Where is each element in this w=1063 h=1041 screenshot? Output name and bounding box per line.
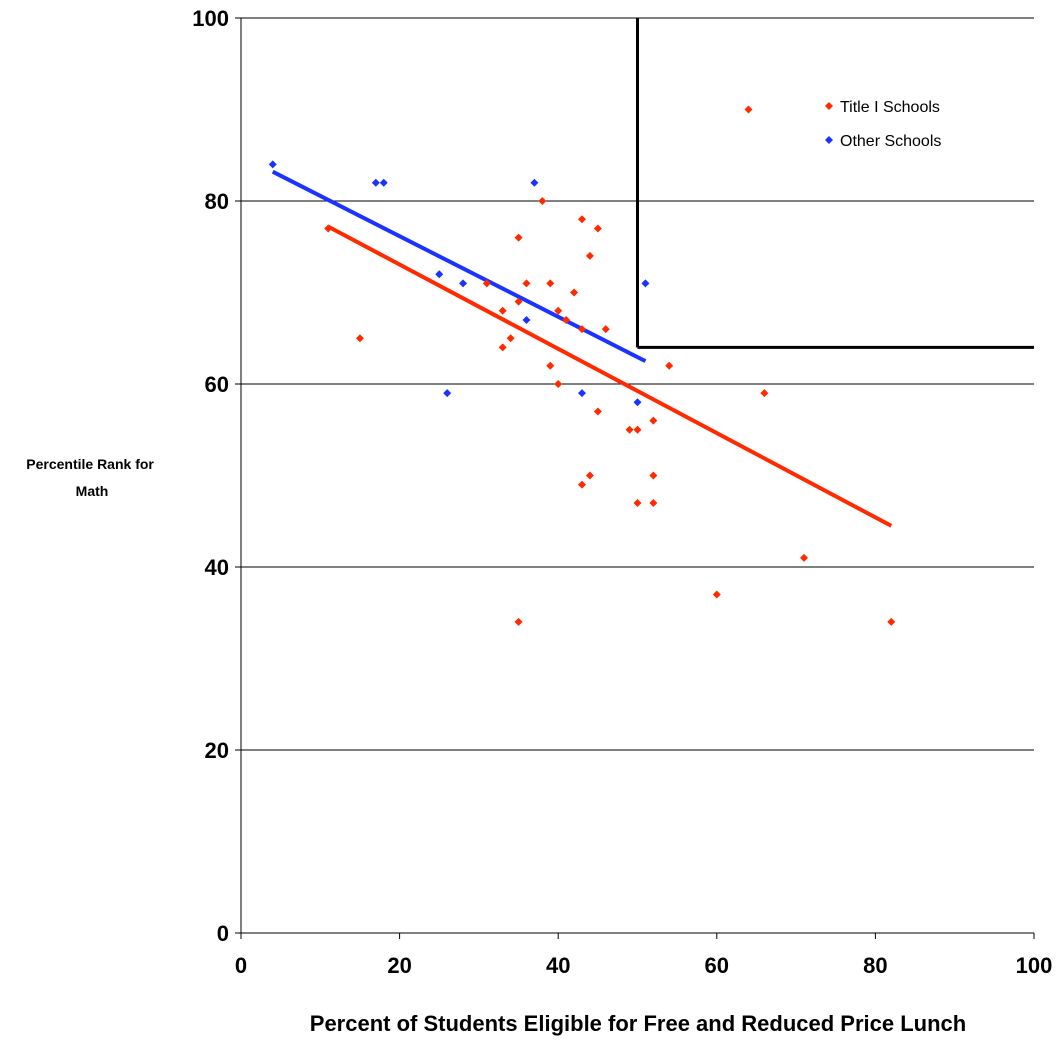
data-point-series-0-14 xyxy=(554,380,563,388)
data-point-series-0-25 xyxy=(625,425,634,434)
data-point-series-0-32 xyxy=(712,590,721,599)
legend-marker-title-i xyxy=(825,102,833,110)
data-point-series-0-15 xyxy=(562,315,571,324)
data-point-series-0-13 xyxy=(554,306,563,315)
y-tick-label-40: 40 xyxy=(205,555,229,580)
legend: Title I Schools Other Schools xyxy=(825,99,941,150)
data-point-series-0-28 xyxy=(649,416,658,425)
data-point-series-0-26 xyxy=(633,425,642,434)
data-point-series-0-34 xyxy=(760,389,769,398)
data-point-series-0-18 xyxy=(577,325,586,334)
data-point-series-0-12 xyxy=(546,361,555,370)
data-point-series-1-1 xyxy=(371,178,380,187)
legend-label-title-i: Title I Schools xyxy=(840,99,940,116)
data-point-series-0-19 xyxy=(577,480,586,489)
legend-marker-other xyxy=(825,136,833,144)
data-point-series-0-7 xyxy=(514,297,523,306)
data-point-series-0-35 xyxy=(800,553,809,562)
y-axis-title-line-1: Percentile Rank for xyxy=(26,456,154,472)
axes xyxy=(235,17,1035,939)
data-point-series-0-3 xyxy=(498,306,507,315)
x-tick-label-80: 80 xyxy=(863,953,887,978)
reference-lines xyxy=(636,18,1034,349)
data-point-series-0-11 xyxy=(546,279,555,288)
data-point-series-0-5 xyxy=(506,334,515,343)
y-tick-label-60: 60 xyxy=(205,372,229,397)
x-tick-label-40: 40 xyxy=(546,953,570,978)
data-point-series-1-8 xyxy=(577,389,586,398)
x-tick-label-0: 0 xyxy=(235,953,247,978)
data-point-series-0-33 xyxy=(744,105,753,114)
data-points xyxy=(268,105,896,626)
data-point-series-0-17 xyxy=(577,215,586,224)
trendline-series-1 xyxy=(271,169,647,363)
data-point-series-0-10 xyxy=(538,197,547,205)
data-point-series-0-6 xyxy=(514,233,523,242)
x-tick-label-60: 60 xyxy=(705,953,729,978)
data-point-series-1-9 xyxy=(633,398,642,407)
data-point-series-0-0 xyxy=(324,224,333,233)
data-point-series-1-3 xyxy=(435,270,444,279)
legend-label-other: Other Schools xyxy=(840,133,941,150)
data-point-series-1-6 xyxy=(522,315,531,324)
x-tick-label-20: 20 xyxy=(387,953,411,978)
data-point-series-0-30 xyxy=(649,498,658,507)
tick-labels: 0 20 40 60 80 100 0 20 40 60 80 100 xyxy=(192,6,1052,978)
data-point-series-1-0 xyxy=(268,160,277,169)
y-tick-label-0: 0 xyxy=(217,921,229,946)
y-axis-title: Percentile Rank for Math xyxy=(26,456,158,499)
data-point-series-0-36 xyxy=(887,617,896,626)
y-tick-label-20: 20 xyxy=(205,738,229,763)
data-point-series-0-1 xyxy=(355,334,364,343)
y-axis-title-line-2: Math xyxy=(76,483,109,499)
data-point-series-0-24 xyxy=(601,325,610,334)
data-point-series-0-23 xyxy=(593,407,602,416)
trendline-series-0 xyxy=(327,224,893,528)
data-point-series-0-31 xyxy=(665,361,674,370)
y-tick-label-100: 100 xyxy=(192,6,229,31)
data-point-series-1-5 xyxy=(459,279,468,288)
data-point-series-0-16 xyxy=(570,288,579,297)
data-point-series-0-27 xyxy=(633,498,642,507)
data-point-series-0-29 xyxy=(649,471,658,480)
data-point-series-0-20 xyxy=(585,251,594,260)
data-point-series-0-2 xyxy=(482,279,491,288)
x-tick-label-100: 100 xyxy=(1016,953,1053,978)
data-point-series-0-4 xyxy=(498,343,507,352)
data-point-series-0-9 xyxy=(522,279,531,288)
data-point-series-1-7 xyxy=(530,178,539,187)
data-point-series-1-2 xyxy=(379,178,388,187)
data-point-series-1-4 xyxy=(443,389,452,398)
x-axis-title: Percent of Students Eligible for Free an… xyxy=(310,1011,966,1036)
data-point-series-1-10 xyxy=(641,279,650,288)
data-point-series-0-21 xyxy=(585,471,594,480)
data-point-series-0-8 xyxy=(514,617,523,626)
data-point-series-0-22 xyxy=(593,224,602,233)
y-tick-label-80: 80 xyxy=(205,189,229,214)
